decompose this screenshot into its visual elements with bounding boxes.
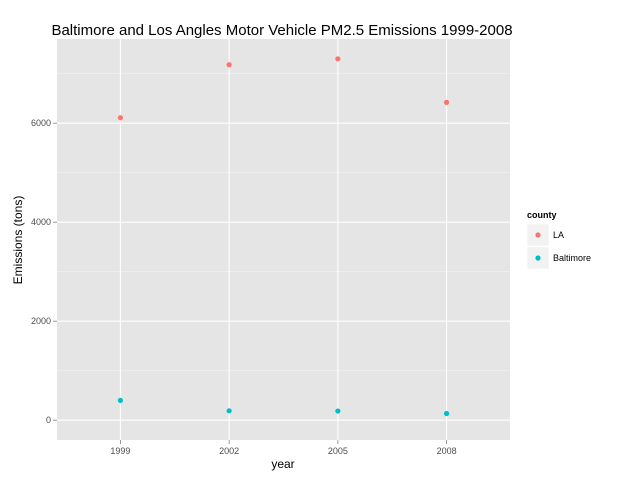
- plot-panel: [57, 39, 510, 440]
- legend-marker-baltimore: [535, 255, 541, 261]
- data-point-baltimore: [335, 408, 341, 414]
- data-point-baltimore: [443, 410, 450, 417]
- y-axis: 0 2000 4000 6000: [31, 118, 57, 425]
- x-tick-label: 2005: [328, 446, 348, 456]
- data-point-la: [226, 62, 232, 68]
- legend-label-la: LA: [553, 230, 564, 240]
- data-point-la: [335, 56, 341, 62]
- data-point-baltimore: [226, 408, 232, 414]
- y-tick-label: 6000: [31, 118, 51, 128]
- x-tick-label: 2008: [437, 446, 457, 456]
- x-tick-label: 2002: [219, 446, 239, 456]
- minor-gridlines: [57, 73, 510, 371]
- x-tick-label: 1999: [110, 446, 130, 456]
- data-point-la: [117, 115, 124, 121]
- y-tick-label: 4000: [31, 217, 51, 227]
- legend-marker-la: [535, 232, 541, 238]
- chart-title: Baltimore and Los Angles Motor Vehicle P…: [51, 22, 512, 39]
- y-tick-label: 2000: [31, 316, 51, 326]
- y-tick-label: 0: [46, 415, 51, 425]
- y-axis-title: Emissions (tons): [11, 196, 25, 285]
- legend-label-baltimore: Baltimore: [553, 253, 591, 263]
- x-axis: 1999 2002 2005 2008: [110, 440, 457, 456]
- major-gridlines: [57, 39, 510, 440]
- legend-title: county: [527, 210, 557, 220]
- data-point-la: [443, 99, 450, 105]
- x-axis-title: year: [271, 457, 294, 471]
- data-points: [117, 56, 450, 417]
- legend: county LA Baltimore: [526, 210, 591, 270]
- data-point-baltimore: [117, 397, 124, 403]
